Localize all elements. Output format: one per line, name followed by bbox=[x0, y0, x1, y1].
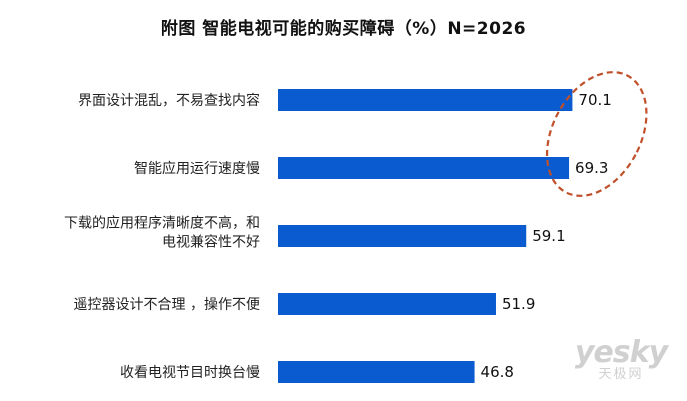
category-label-2: 智能应用运行速度慢 bbox=[134, 160, 260, 177]
category-label-4: 遥控器设计不合理 ，操作不便 bbox=[74, 297, 260, 313]
watermark-subtitle: 天极网 bbox=[598, 367, 644, 382]
bar-3 bbox=[278, 225, 527, 247]
category-label-3-line-1: 下载的应用程序清晰度不高，和 bbox=[64, 215, 260, 232]
yesky-watermark: yesky 天极网 bbox=[566, 338, 676, 382]
highlight-ellipse bbox=[545, 71, 648, 197]
bars-layer: 70.1 界面设计混乱，不易查找内容 69.3 智能应用运行速度慢 59.1 下载的应用程… bbox=[64, 71, 648, 383]
value-label-2: 69.3 bbox=[575, 159, 608, 177]
watermark-logo: yesky bbox=[574, 335, 668, 370]
bar-2 bbox=[278, 157, 570, 179]
value-label-3: 59.1 bbox=[532, 227, 565, 245]
category-label-3-line-2: 电视兼容性不好 bbox=[162, 234, 260, 251]
category-label-1: 界面设计混乱，不易查找内容 bbox=[78, 92, 260, 109]
value-label-1: 70.1 bbox=[578, 91, 611, 109]
category-label-5: 收看电视节目时换台慢 bbox=[120, 364, 260, 381]
bar-1 bbox=[278, 89, 573, 111]
value-label-4: 51.9 bbox=[502, 295, 535, 313]
bar-5 bbox=[278, 361, 475, 383]
bar-4 bbox=[278, 293, 496, 315]
chart-title: 附图 智能电视可能的购买障碍（%）N=2026 bbox=[160, 19, 527, 39]
value-label-5: 46.8 bbox=[481, 363, 514, 381]
